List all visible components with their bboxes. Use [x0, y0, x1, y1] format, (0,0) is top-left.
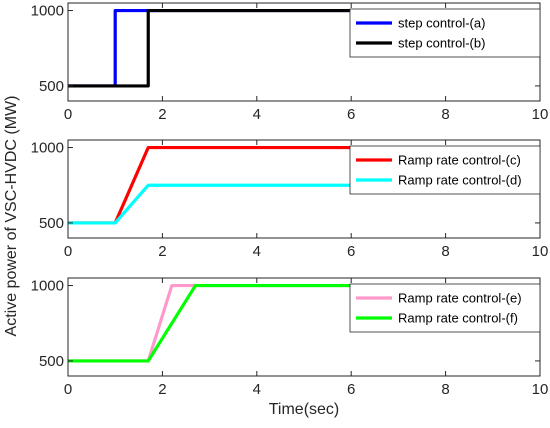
x-tick-label: 8: [441, 381, 449, 398]
legend-box: [349, 8, 541, 58]
y-tick-label: 1000: [31, 140, 64, 157]
legend-label: Ramp rate control-(f): [398, 311, 518, 326]
series-line: [68, 183, 540, 225]
legend-label: step control-(a): [398, 16, 485, 31]
x-tick-label: 8: [441, 243, 449, 260]
legend-box: [349, 283, 541, 333]
x-tick-label: 0: [64, 381, 72, 398]
legend-box: [349, 145, 541, 195]
y-tick-label: 500: [39, 215, 64, 232]
x-tick-label: 2: [158, 106, 166, 123]
legend: Ramp rate control-(c) Ramp rate control-(…: [349, 145, 541, 195]
legend: step control-(a) step control-(b): [349, 8, 541, 58]
x-tick-label: 10: [532, 106, 549, 123]
x-tick-label: 6: [347, 243, 355, 260]
series-line: [68, 8, 540, 88]
x-tick-label: 6: [347, 106, 355, 123]
x-axis-label: Time(sec): [269, 401, 340, 418]
legend-label: Ramp rate control-(e): [398, 291, 522, 306]
x-tick-label: 2: [158, 243, 166, 260]
y-tick-label: 1000: [31, 278, 64, 295]
x-tick-label: 4: [253, 243, 261, 260]
y-tick-label: 500: [39, 353, 64, 370]
y-axis-label: Active power of VSC-HVDC (MW): [3, 96, 20, 337]
x-tick-label: 8: [441, 106, 449, 123]
y-tick-label: 1000: [31, 3, 64, 20]
x-tick-label: 2: [158, 381, 166, 398]
x-tick-label: 0: [64, 106, 72, 123]
y-tick-label: 500: [39, 78, 64, 95]
legend-label: Ramp rate control-(c): [398, 153, 521, 168]
x-tick-label: 4: [253, 106, 261, 123]
x-tick-label: 4: [253, 381, 261, 398]
x-tick-label: 10: [532, 243, 549, 260]
legend: Ramp rate control-(e) Ramp rate control-(…: [349, 283, 541, 333]
x-tick-label: 10: [532, 381, 549, 398]
x-tick-label: 0: [64, 243, 72, 260]
legend-label: step control-(b): [398, 36, 485, 51]
x-tick-label: 6: [347, 381, 355, 398]
legend-label: Ramp rate control-(d): [398, 173, 522, 188]
